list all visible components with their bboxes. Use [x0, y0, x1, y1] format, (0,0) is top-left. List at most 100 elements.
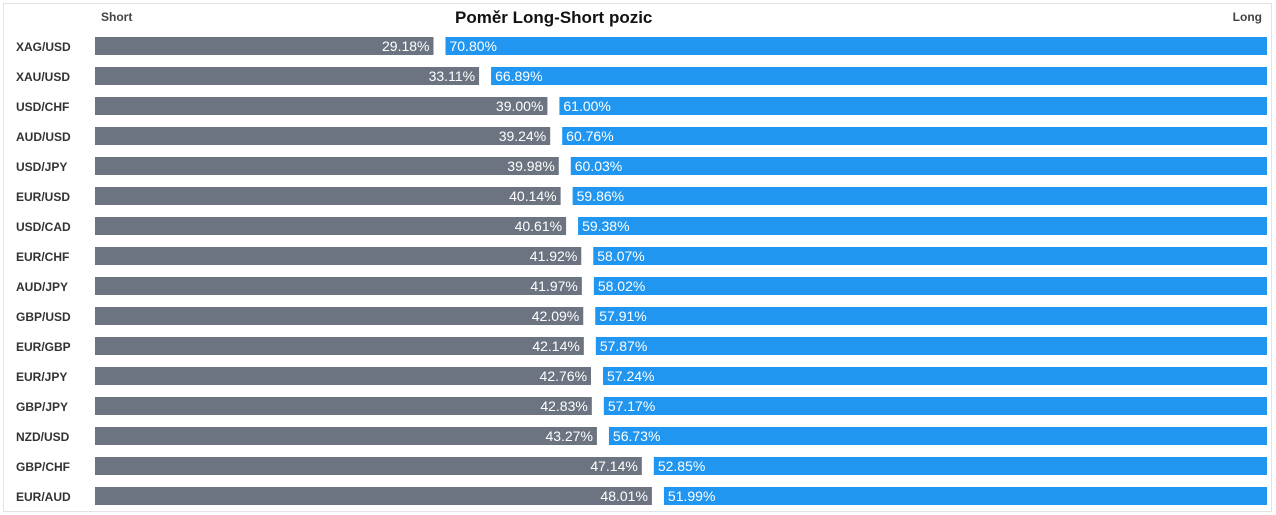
chart-frame — [3, 3, 1272, 512]
category-label: USD/CHF — [16, 100, 69, 114]
short-bar — [95, 187, 561, 205]
long-bar — [653, 457, 1267, 475]
chart-row: NZD/USD 43.27% 56.73% — [16, 427, 1267, 445]
short-value-label: 39.24% — [499, 128, 546, 144]
long-bar — [491, 67, 1267, 85]
category-label: EUR/AUD — [16, 490, 71, 504]
long-bar — [445, 37, 1267, 55]
short-bar — [95, 217, 567, 235]
category-label: GBP/JPY — [16, 400, 68, 414]
long-bar — [595, 307, 1267, 325]
short-bar — [95, 277, 582, 295]
short-value-label: 40.61% — [515, 218, 562, 234]
long-bar — [572, 187, 1267, 205]
category-label: AUD/JPY — [16, 280, 68, 294]
long-bar — [593, 277, 1267, 295]
chart-row: EUR/AUD 48.01% 51.99% — [16, 487, 1267, 505]
short-value-label: 43.27% — [545, 428, 592, 444]
chart-row: AUD/JPY 41.97% 58.02% — [16, 277, 1267, 295]
chart-row: USD/CAD 40.61% 59.38% — [16, 217, 1267, 235]
short-value-label: 42.83% — [540, 398, 587, 414]
long-value-label: 52.85% — [658, 458, 705, 474]
long-value-label: 58.07% — [597, 248, 644, 264]
long-value-label: 70.80% — [449, 38, 496, 54]
long-bar — [562, 127, 1267, 145]
chart-row: EUR/USD 40.14% 59.86% — [16, 187, 1267, 205]
short-bar — [95, 367, 592, 385]
chart-row: EUR/JPY 42.76% 57.24% — [16, 367, 1267, 385]
short-column-header: Short — [101, 10, 133, 24]
long-value-label: 51.99% — [668, 488, 715, 504]
long-bar — [593, 247, 1267, 265]
long-bar — [603, 397, 1267, 415]
short-value-label: 39.98% — [507, 158, 554, 174]
chart-title: Poměr Long-Short pozic — [455, 8, 653, 27]
long-value-label: 66.89% — [495, 68, 542, 84]
chart-row: USD/JPY 39.98% 60.03% — [16, 157, 1267, 175]
chart-row: EUR/GBP 42.14% 57.87% — [16, 337, 1267, 355]
category-label: USD/CAD — [16, 220, 71, 234]
long-value-label: 57.87% — [600, 338, 647, 354]
short-value-label: 42.09% — [532, 308, 579, 324]
short-bar — [95, 247, 582, 265]
long-value-label: 61.00% — [563, 98, 610, 114]
short-value-label: 42.14% — [532, 338, 579, 354]
short-bar — [95, 487, 652, 505]
short-bar — [95, 97, 548, 115]
short-bar — [95, 157, 559, 175]
category-label: AUD/USD — [16, 130, 71, 144]
long-bar — [595, 337, 1267, 355]
category-label: EUR/JPY — [16, 370, 67, 384]
category-label: EUR/GBP — [16, 340, 71, 354]
long-value-label: 57.17% — [608, 398, 655, 414]
long-bar — [608, 427, 1267, 445]
short-value-label: 29.18% — [382, 38, 429, 54]
category-label: XAU/USD — [16, 70, 70, 84]
short-bar — [95, 457, 642, 475]
long-bar — [663, 487, 1267, 505]
long-value-label: 57.24% — [607, 368, 654, 384]
category-label: XAG/USD — [16, 40, 71, 54]
short-value-label: 41.97% — [530, 278, 577, 294]
chart-row: USD/CHF 39.00% 61.00% — [16, 97, 1267, 115]
short-bar — [95, 67, 480, 85]
chart-row: XAG/USD 29.18% 70.80% — [16, 37, 1267, 55]
long-value-label: 58.02% — [598, 278, 645, 294]
short-value-label: 33.11% — [429, 68, 475, 84]
category-label: GBP/CHF — [16, 460, 70, 474]
chart-row: GBP/CHF 47.14% 52.85% — [16, 457, 1267, 475]
short-bar — [95, 397, 592, 415]
short-bar — [95, 337, 584, 355]
long-value-label: 57.91% — [599, 308, 646, 324]
short-value-label: 48.01% — [600, 488, 647, 504]
long-bar — [603, 367, 1267, 385]
chart-row: GBP/USD 42.09% 57.91% — [16, 307, 1267, 325]
long-value-label: 59.38% — [582, 218, 629, 234]
short-bar — [95, 127, 551, 145]
long-column-header: Long — [1232, 10, 1262, 24]
long-value-label: 56.73% — [613, 428, 660, 444]
long-bar — [578, 217, 1267, 235]
long-value-label: 60.03% — [575, 158, 622, 174]
short-bar — [95, 307, 584, 325]
category-label: USD/JPY — [16, 160, 67, 174]
long-value-label: 60.76% — [566, 128, 613, 144]
short-value-label: 39.00% — [496, 98, 543, 114]
long-bar — [559, 97, 1267, 115]
chart-row: AUD/USD 39.24% 60.76% — [16, 127, 1267, 145]
category-label: EUR/USD — [16, 190, 70, 204]
short-bar — [95, 427, 597, 445]
long-bar — [570, 157, 1267, 175]
category-label: GBP/USD — [16, 310, 71, 324]
short-value-label: 42.76% — [540, 368, 587, 384]
short-value-label: 41.92% — [530, 248, 577, 264]
category-label: EUR/CHF — [16, 250, 69, 264]
chart-row: GBP/JPY 42.83% 57.17% — [16, 397, 1267, 415]
chart-row: XAU/USD 33.11% 66.89% — [16, 67, 1267, 85]
short-value-label: 40.14% — [509, 188, 556, 204]
category-label: NZD/USD — [16, 430, 70, 444]
short-value-label: 47.14% — [590, 458, 637, 474]
long-value-label: 59.86% — [577, 188, 624, 204]
short-bar — [95, 37, 434, 55]
